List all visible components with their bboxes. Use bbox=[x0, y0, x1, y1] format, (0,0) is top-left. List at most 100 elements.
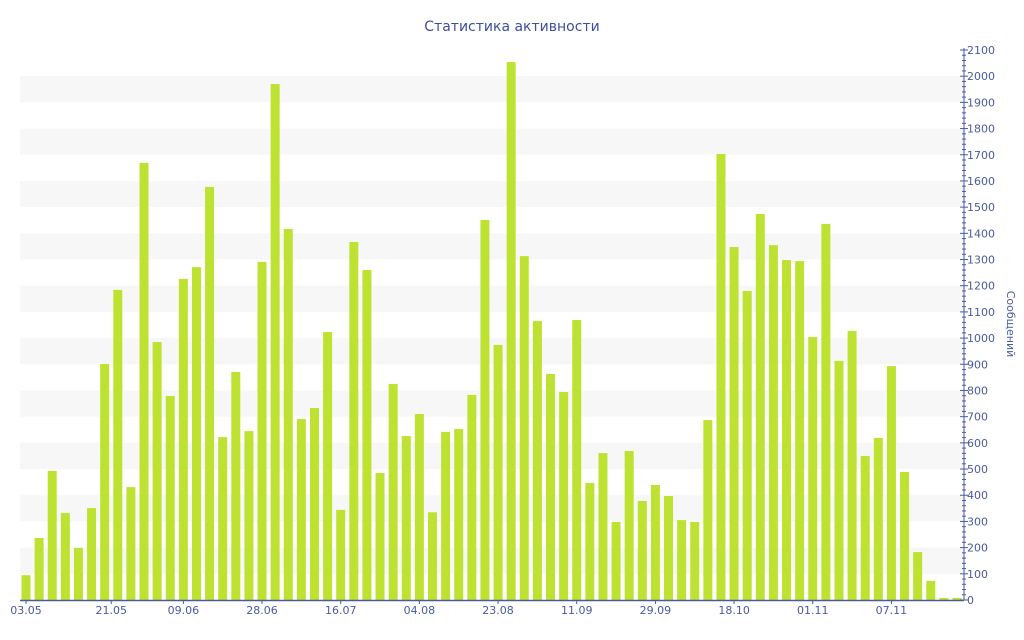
bar bbox=[690, 521, 700, 600]
x-tick-label: 11.09 bbox=[561, 604, 593, 617]
bar bbox=[336, 509, 346, 600]
bar bbox=[664, 496, 674, 600]
y-tick-label: 600 bbox=[967, 437, 988, 450]
bar bbox=[454, 428, 464, 600]
y-axis: 0 100 200 300 400 500 600 700 800 900 1000 1100 1200… bbox=[960, 44, 995, 607]
bar bbox=[703, 420, 713, 600]
bar bbox=[283, 228, 293, 600]
bar bbox=[191, 267, 201, 600]
x-tick-label: 03.05 bbox=[10, 604, 42, 617]
x-tick-label: 28.06 bbox=[246, 604, 278, 617]
bar bbox=[414, 414, 424, 600]
grid-band bbox=[20, 285, 964, 312]
bar bbox=[152, 342, 162, 600]
grid-band bbox=[20, 338, 964, 365]
bar bbox=[847, 331, 857, 600]
x-tick-label: 23.08 bbox=[482, 604, 514, 617]
bar bbox=[21, 575, 31, 600]
bar bbox=[441, 431, 451, 600]
y-tick-label: 300 bbox=[967, 515, 988, 528]
bars bbox=[21, 62, 962, 601]
bar bbox=[87, 508, 97, 600]
grid-band bbox=[20, 547, 964, 574]
y-tick-label: 900 bbox=[967, 358, 988, 371]
bar bbox=[126, 487, 136, 600]
bar bbox=[73, 547, 83, 600]
bar bbox=[559, 392, 569, 600]
x-tick-label: 29.09 bbox=[640, 604, 672, 617]
grid-bands bbox=[20, 76, 964, 574]
bar bbox=[139, 162, 149, 600]
y-tick-label: 200 bbox=[967, 542, 988, 555]
y-tick-label: 1100 bbox=[967, 306, 995, 319]
x-tick-label: 16.07 bbox=[325, 604, 357, 617]
bar bbox=[873, 437, 883, 600]
bar bbox=[926, 580, 936, 600]
bar bbox=[821, 223, 831, 600]
y-tick-label: 2100 bbox=[967, 44, 995, 57]
y-tick-label: 2000 bbox=[967, 70, 995, 83]
y-tick-label: 1000 bbox=[967, 332, 995, 345]
y-tick-label: 0 bbox=[967, 594, 974, 607]
bar bbox=[782, 260, 792, 600]
x-tick-label: 21.05 bbox=[95, 604, 127, 617]
bar bbox=[834, 360, 844, 600]
bar bbox=[585, 482, 595, 600]
bar bbox=[493, 344, 503, 600]
y-tick-label: 1600 bbox=[967, 175, 995, 188]
bar bbox=[755, 213, 765, 600]
x-tick-label: 18.10 bbox=[718, 604, 750, 617]
chart-title: Статистика активности bbox=[424, 19, 599, 35]
bar bbox=[270, 84, 280, 601]
bar bbox=[729, 246, 739, 600]
bar bbox=[637, 501, 647, 600]
grid-band bbox=[20, 233, 964, 260]
bar bbox=[349, 241, 359, 600]
bar bbox=[519, 256, 529, 600]
bar bbox=[598, 453, 608, 600]
y-tick-label: 1800 bbox=[967, 123, 995, 136]
y-tick-label: 1500 bbox=[967, 201, 995, 214]
bar bbox=[165, 395, 175, 600]
bar bbox=[913, 552, 923, 600]
bar bbox=[768, 245, 778, 600]
bar bbox=[939, 597, 949, 600]
x-tick-label: 09.06 bbox=[168, 604, 200, 617]
bar bbox=[650, 485, 660, 600]
grid-band bbox=[20, 180, 964, 208]
y-tick-label: 1200 bbox=[967, 280, 995, 293]
bar bbox=[677, 520, 687, 600]
bar bbox=[296, 419, 306, 600]
y-tick-label: 1900 bbox=[967, 96, 995, 109]
bar bbox=[952, 597, 962, 600]
bar bbox=[205, 186, 215, 600]
bar bbox=[47, 470, 57, 600]
bar bbox=[900, 471, 910, 600]
bar bbox=[323, 332, 333, 600]
x-axis: 03.05 21.05 09.06 28.06 16.07 04.08 23.08 11.09… bbox=[10, 599, 964, 617]
bar bbox=[467, 394, 477, 600]
bar bbox=[886, 366, 896, 600]
bar bbox=[218, 437, 228, 600]
bar bbox=[480, 219, 490, 600]
bar bbox=[795, 261, 805, 600]
x-tick-label: 07.11 bbox=[876, 604, 908, 617]
grid-band bbox=[20, 76, 964, 103]
bar bbox=[611, 521, 621, 600]
bar bbox=[178, 278, 188, 600]
grid-band bbox=[20, 128, 964, 155]
y-tick-label: 800 bbox=[967, 384, 988, 397]
bar bbox=[860, 455, 870, 600]
y-tick-label: 400 bbox=[967, 489, 988, 502]
grid-band bbox=[20, 442, 964, 470]
bar bbox=[34, 537, 44, 600]
bar bbox=[427, 512, 437, 600]
bar bbox=[388, 383, 398, 600]
grid-band bbox=[20, 390, 964, 417]
y-tick-label: 1700 bbox=[967, 149, 995, 162]
y-tick-label: 1400 bbox=[967, 227, 995, 240]
bar bbox=[506, 62, 516, 601]
bar bbox=[401, 436, 411, 600]
x-tick-label: 04.08 bbox=[404, 604, 436, 617]
